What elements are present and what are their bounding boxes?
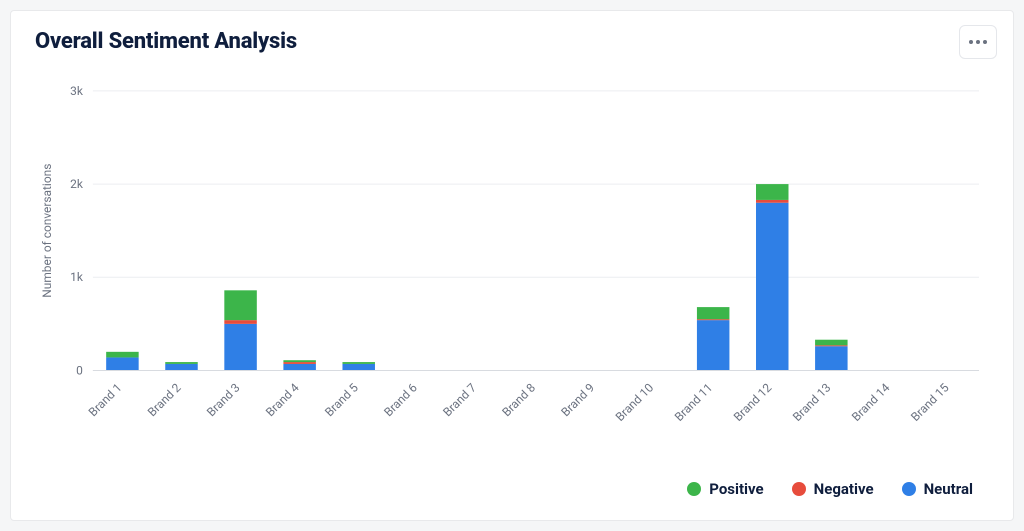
bar-segment (224, 324, 256, 371)
more-options-button[interactable] (959, 25, 997, 59)
card-title: Overall Sentiment Analysis (35, 29, 297, 54)
x-tick-label: Brand 5 (322, 380, 361, 419)
legend-swatch (902, 482, 916, 496)
bar-segment (756, 203, 788, 371)
x-tick-label: Brand 11 (672, 381, 716, 424)
x-tick-label: Brand 15 (908, 380, 952, 424)
bar-segment (815, 345, 847, 346)
legend-label: Positive (709, 480, 763, 498)
bar-segment (342, 364, 374, 371)
x-tick-label: Brand 3 (204, 381, 243, 420)
bar-segment (165, 362, 197, 364)
legend-label: Neutral (924, 480, 973, 498)
bar-segment (756, 184, 788, 200)
x-tick-label: Brand 9 (558, 381, 597, 420)
sentiment-bar-chart: 0 1k 2k 3k Number of conversations Brand 1 Bra… (35, 71, 989, 460)
legend: Positive Negative Neutral (687, 480, 973, 498)
legend-swatch (687, 482, 701, 496)
x-tick-label: Brand 2 (145, 380, 184, 419)
x-tick-label: Brand 8 (499, 380, 538, 419)
chart-area: 0 1k 2k 3k Number of conversations Brand 1 Bra… (35, 71, 989, 460)
bar-segment (815, 346, 847, 370)
x-tick-label: Brand 13 (790, 381, 834, 424)
ellipsis-icon (969, 40, 987, 44)
y-tick-label: 0 (76, 363, 83, 377)
x-tick-label: Brand 1 (86, 381, 125, 420)
sentiment-card: Overall Sentiment Analysis 0 1k 2k 3k Number… (10, 10, 1014, 521)
legend-item[interactable]: Positive (687, 480, 763, 498)
bar-segment (756, 200, 788, 203)
legend-item[interactable]: Negative (792, 480, 874, 498)
legend-swatch (792, 482, 806, 496)
legend-label: Negative (814, 480, 874, 498)
x-tick-label: Brand 7 (440, 380, 479, 419)
legend-item[interactable]: Neutral (902, 480, 973, 498)
x-tick-label: Brand 6 (381, 380, 420, 419)
bar-segment (106, 352, 138, 358)
bar-segment (165, 364, 197, 371)
y-tick-label: 1k (70, 270, 84, 284)
bar-segment (342, 362, 374, 364)
bar-segment (697, 320, 729, 370)
bar-segment (106, 357, 138, 370)
x-tick-label: Brand 4 (263, 380, 302, 419)
bar-segment (697, 307, 729, 319)
x-tick-label: Brand 10 (613, 380, 657, 424)
bar-segment (283, 364, 315, 371)
bar-segment (283, 360, 315, 362)
bar-segment (224, 320, 256, 324)
y-axis-title: Number of conversations (40, 164, 54, 298)
y-tick-label: 2k (70, 177, 84, 191)
bar-segment (283, 362, 315, 364)
bar-segment (815, 340, 847, 346)
bar-segment (697, 319, 729, 320)
x-tick-label: Brand 12 (731, 380, 775, 424)
y-tick-label: 3k (70, 84, 84, 98)
x-tick-label: Brand 14 (849, 380, 893, 424)
bar-segment (224, 290, 256, 320)
